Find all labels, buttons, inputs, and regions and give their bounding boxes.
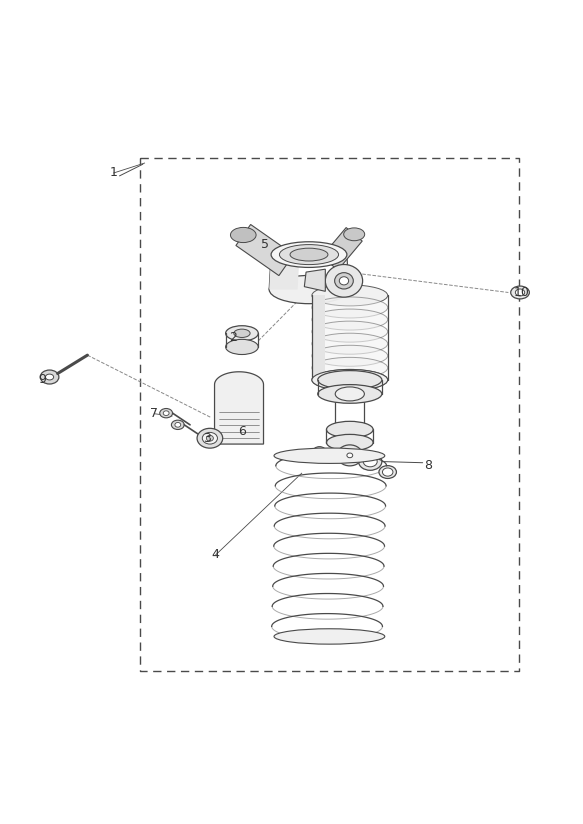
Ellipse shape: [197, 428, 223, 448]
Ellipse shape: [312, 309, 388, 330]
Ellipse shape: [160, 409, 173, 418]
Ellipse shape: [312, 345, 388, 367]
Polygon shape: [312, 295, 325, 380]
Ellipse shape: [379, 466, 396, 479]
Ellipse shape: [269, 275, 349, 304]
Ellipse shape: [337, 445, 363, 466]
Text: 6: 6: [238, 424, 246, 438]
Ellipse shape: [335, 273, 353, 289]
Ellipse shape: [45, 374, 54, 380]
Ellipse shape: [359, 453, 382, 471]
Ellipse shape: [274, 629, 385, 644]
Text: 7: 7: [150, 407, 159, 420]
Ellipse shape: [318, 385, 382, 403]
Text: 8: 8: [424, 459, 433, 472]
Ellipse shape: [274, 448, 385, 463]
Ellipse shape: [271, 241, 347, 268]
Text: 5: 5: [261, 237, 269, 250]
Ellipse shape: [339, 277, 349, 285]
Polygon shape: [236, 224, 294, 275]
Polygon shape: [269, 255, 300, 289]
Polygon shape: [304, 269, 325, 292]
Ellipse shape: [318, 371, 382, 389]
Ellipse shape: [290, 248, 328, 261]
Ellipse shape: [363, 456, 377, 467]
Text: 2: 2: [229, 331, 237, 344]
Text: 3: 3: [203, 432, 211, 445]
Ellipse shape: [175, 423, 181, 427]
Ellipse shape: [382, 468, 393, 476]
Ellipse shape: [279, 245, 339, 265]
Ellipse shape: [234, 329, 250, 338]
Ellipse shape: [326, 421, 373, 438]
Text: 1: 1: [110, 166, 118, 180]
Ellipse shape: [312, 447, 326, 458]
Ellipse shape: [312, 297, 388, 318]
Ellipse shape: [312, 285, 388, 306]
Ellipse shape: [226, 325, 258, 341]
Ellipse shape: [206, 435, 213, 441]
Polygon shape: [322, 227, 362, 270]
Ellipse shape: [312, 321, 388, 342]
Ellipse shape: [202, 433, 217, 444]
Ellipse shape: [312, 369, 388, 391]
Ellipse shape: [312, 333, 388, 354]
Ellipse shape: [343, 450, 356, 461]
Ellipse shape: [312, 358, 388, 378]
Ellipse shape: [40, 370, 59, 384]
Ellipse shape: [226, 339, 258, 354]
Ellipse shape: [515, 289, 525, 296]
Polygon shape: [215, 372, 264, 444]
Ellipse shape: [230, 227, 256, 242]
Text: 10: 10: [514, 286, 530, 299]
Ellipse shape: [344, 228, 365, 241]
Ellipse shape: [171, 420, 184, 429]
Ellipse shape: [335, 387, 364, 401]
Text: 4: 4: [212, 548, 220, 561]
Ellipse shape: [312, 369, 388, 391]
Ellipse shape: [347, 453, 353, 457]
Ellipse shape: [163, 411, 169, 415]
Text: 9: 9: [38, 373, 46, 386]
Ellipse shape: [326, 434, 373, 451]
Ellipse shape: [325, 265, 363, 297]
Ellipse shape: [511, 286, 529, 299]
